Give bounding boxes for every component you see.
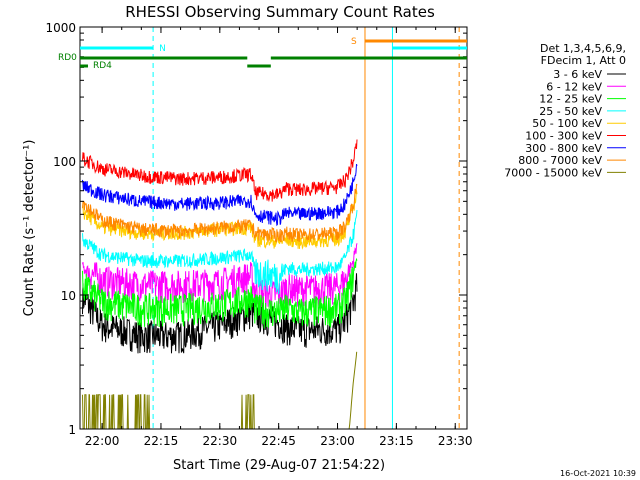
y-tick-label: 1 bbox=[68, 423, 76, 437]
series-line bbox=[82, 243, 358, 310]
x-tick-label: 22:15 bbox=[144, 434, 179, 448]
legend-entry-label: 12 - 25 keV bbox=[539, 93, 602, 106]
series-line bbox=[82, 351, 358, 430]
flag-bars: N S RD0 RD4 bbox=[58, 37, 467, 71]
y-tick-label: 1000 bbox=[45, 21, 76, 35]
saa-label-s: S bbox=[351, 37, 357, 47]
legend-title: Det 1,3,4,5,6,9, bbox=[540, 42, 626, 55]
y-axis-ticks: 1 10 100 1000 bbox=[45, 21, 467, 437]
x-tick-label: 22:00 bbox=[85, 434, 120, 448]
x-tick-label: 23:00 bbox=[320, 434, 355, 448]
rd0-label: RD0 bbox=[58, 53, 77, 63]
series-line bbox=[82, 257, 358, 329]
series-line bbox=[82, 164, 358, 227]
x-tick-label: 23:15 bbox=[379, 434, 414, 448]
rd4-label: RD4 bbox=[93, 61, 112, 71]
legend-entry-label: 3 - 6 keV bbox=[553, 68, 602, 81]
legend-entry-label: 300 - 800 keV bbox=[525, 142, 602, 155]
legend-entry-label: 7000 - 15000 keV bbox=[504, 166, 602, 179]
x-axis-ticks: 22:00 22:15 22:30 22:45 23:00 23:15 23:30 bbox=[85, 27, 473, 448]
x-tick-label: 22:30 bbox=[203, 434, 238, 448]
y-tick-label: 100 bbox=[53, 155, 76, 169]
plot-frame bbox=[79, 26, 468, 430]
saa-label-n: N bbox=[159, 44, 166, 54]
x-tick-label: 23:30 bbox=[438, 434, 473, 448]
y-axis-label: Count Rate (s⁻¹ detector⁻¹) bbox=[22, 140, 37, 317]
series-line bbox=[82, 210, 358, 295]
series-line bbox=[82, 183, 358, 243]
series-line bbox=[82, 273, 358, 354]
footer-timestamp: 16-Oct-2021 10:39 bbox=[560, 469, 636, 478]
legend: Det 1,3,4,5,6,9,FDecim 1, Att 03 - 6 keV… bbox=[504, 42, 626, 179]
x-axis-label: Start Time (29-Aug-07 21:54:22) bbox=[173, 458, 385, 473]
legend-entry-label: 25 - 50 keV bbox=[539, 105, 602, 118]
legend-entry-label: 800 - 7000 keV bbox=[518, 154, 602, 167]
legend-entry-label: 50 - 100 keV bbox=[532, 117, 602, 130]
x-tick-label: 22:45 bbox=[261, 434, 296, 448]
legend-title: FDecim 1, Att 0 bbox=[541, 54, 626, 67]
chart-title: RHESSI Observing Summary Count Rates bbox=[125, 3, 435, 21]
series-line bbox=[82, 139, 358, 203]
legend-entry-label: 6 - 12 keV bbox=[546, 80, 602, 93]
legend-entry-label: 100 - 300 keV bbox=[525, 130, 602, 143]
y-tick-label: 10 bbox=[61, 289, 76, 303]
plot-area bbox=[79, 27, 460, 430]
